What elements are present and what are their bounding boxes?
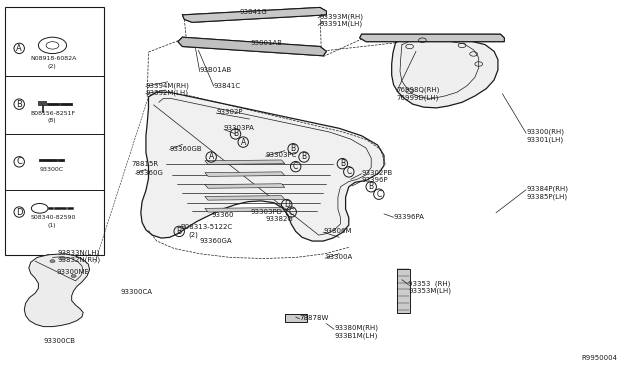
Text: 93303PD: 93303PD	[251, 209, 283, 215]
Text: (2): (2)	[48, 64, 57, 69]
Text: (2): (2)	[189, 231, 198, 238]
Text: B: B	[301, 153, 307, 161]
Polygon shape	[205, 160, 285, 164]
Text: N08918-6082A: N08918-6082A	[31, 56, 77, 61]
Text: 93391M(LH): 93391M(LH)	[320, 21, 363, 28]
Text: 93380M(RH): 93380M(RH)	[334, 325, 378, 331]
Text: B: B	[177, 227, 182, 236]
Text: 93394M(RH): 93394M(RH)	[146, 82, 190, 89]
Text: 93300ME: 93300ME	[56, 269, 89, 275]
Text: B: B	[16, 100, 22, 109]
Polygon shape	[205, 196, 285, 200]
Text: 93300C: 93300C	[40, 167, 64, 172]
Text: 93302PB: 93302PB	[362, 170, 393, 176]
Text: 93833N(LH): 93833N(LH)	[58, 250, 100, 256]
Text: 93360: 93360	[211, 212, 234, 218]
Text: B: B	[291, 144, 296, 153]
Text: 93841C: 93841C	[214, 83, 241, 89]
Text: 93303PC: 93303PC	[266, 153, 297, 158]
Text: 93353  (RH): 93353 (RH)	[408, 280, 451, 287]
Text: C: C	[376, 190, 381, 199]
Circle shape	[60, 257, 65, 260]
Polygon shape	[24, 254, 90, 327]
Text: R9950004: R9950004	[582, 355, 618, 361]
Text: 93841G: 93841G	[240, 9, 268, 15]
Polygon shape	[141, 92, 384, 241]
Text: 93392M(LH): 93392M(LH)	[146, 90, 189, 96]
Polygon shape	[178, 37, 326, 56]
Text: 93384P(RH): 93384P(RH)	[526, 186, 568, 192]
Text: D: D	[16, 208, 22, 217]
Polygon shape	[205, 208, 285, 212]
Text: 93303PA: 93303PA	[224, 125, 255, 131]
Text: B08313-5122C: B08313-5122C	[180, 224, 232, 230]
Circle shape	[50, 260, 55, 263]
Text: 93300(RH): 93300(RH)	[526, 129, 564, 135]
Text: 933B1M(LH): 933B1M(LH)	[334, 332, 378, 339]
Text: 76999D(LH): 76999D(LH)	[397, 94, 439, 101]
Text: 93300CB: 93300CB	[44, 339, 76, 344]
Polygon shape	[397, 269, 410, 313]
Text: 93360GA: 93360GA	[200, 238, 232, 244]
Text: 93B01AB: 93B01AB	[200, 67, 232, 73]
Text: B: B	[233, 129, 238, 138]
Polygon shape	[392, 35, 498, 108]
Polygon shape	[205, 184, 285, 188]
Text: 93396PA: 93396PA	[394, 214, 424, 219]
Text: C: C	[293, 162, 298, 171]
Text: 93300A: 93300A	[325, 254, 353, 260]
Text: C: C	[346, 167, 351, 176]
Text: A: A	[17, 44, 22, 53]
Text: 93385P(LH): 93385P(LH)	[526, 193, 567, 200]
Text: 93360G: 93360G	[136, 170, 164, 176]
Circle shape	[71, 275, 76, 278]
Polygon shape	[38, 101, 47, 106]
Text: 93302P: 93302P	[216, 109, 243, 115]
Text: 76998Q(RH): 76998Q(RH)	[397, 87, 440, 93]
Text: B: B	[369, 182, 374, 191]
Bar	[5, 7, 104, 255]
Text: D: D	[284, 200, 290, 209]
Text: (8): (8)	[48, 118, 56, 124]
Text: 93360GB: 93360GB	[170, 146, 202, 152]
Text: 78815R: 78815R	[131, 161, 158, 167]
Text: (1): (1)	[48, 222, 56, 228]
Polygon shape	[205, 172, 285, 176]
Text: 93353M(LH): 93353M(LH)	[408, 288, 451, 294]
Text: 93806M: 93806M	[323, 228, 352, 234]
Text: A: A	[241, 138, 246, 147]
Text: 93801AB: 93801AB	[251, 40, 283, 46]
Text: 93301(LH): 93301(LH)	[526, 136, 563, 143]
Text: 93396P: 93396P	[362, 177, 388, 183]
Text: B08156-8251F: B08156-8251F	[31, 111, 76, 116]
Text: 93382G: 93382G	[266, 217, 293, 222]
Text: A: A	[209, 153, 214, 161]
Text: 93393M(RH): 93393M(RH)	[320, 13, 364, 20]
Text: 93832N(RH): 93832N(RH)	[58, 256, 100, 263]
Text: B: B	[340, 159, 345, 168]
Polygon shape	[182, 7, 326, 22]
Text: C: C	[16, 157, 22, 166]
Text: C: C	[289, 208, 294, 217]
Text: 78878W: 78878W	[300, 315, 329, 321]
Polygon shape	[285, 314, 307, 322]
Text: S08340-82590: S08340-82590	[31, 215, 76, 220]
Text: 93300CA: 93300CA	[120, 289, 152, 295]
Polygon shape	[360, 34, 504, 42]
